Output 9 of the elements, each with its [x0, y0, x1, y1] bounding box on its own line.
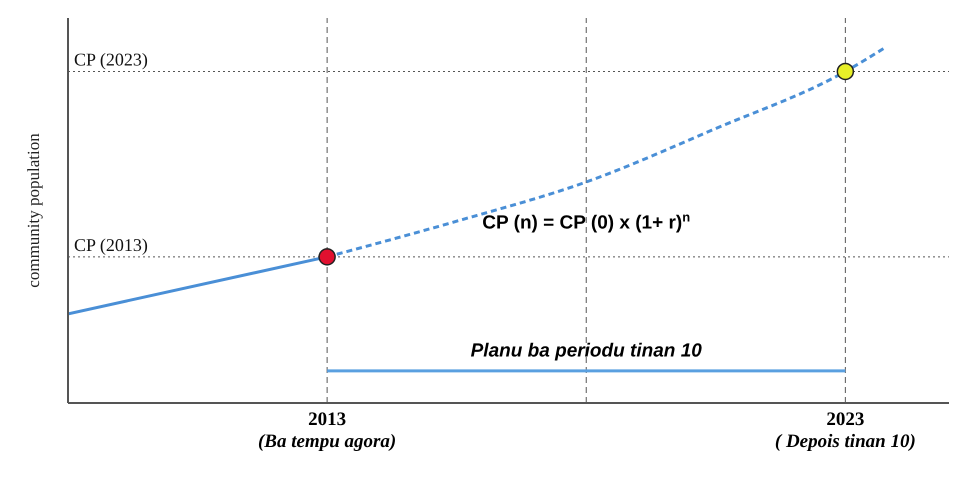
y-axis-title: community population	[24, 132, 44, 288]
ref-line-label: CP (2023)	[74, 49, 148, 70]
x-tick-label: 2013	[308, 409, 346, 430]
text: (Ba tempu agora)	[258, 431, 396, 452]
annotation: CP (n) = CP (0) x (1+ r)$^{n}$	[482, 208, 690, 234]
annotation: Planu ba periodu tinan 10	[470, 340, 702, 362]
ref-line-label: CP (2013)	[74, 234, 148, 255]
text: ( Depois tinan 10)	[774, 431, 916, 452]
x-tick-label: 2023	[826, 409, 864, 430]
